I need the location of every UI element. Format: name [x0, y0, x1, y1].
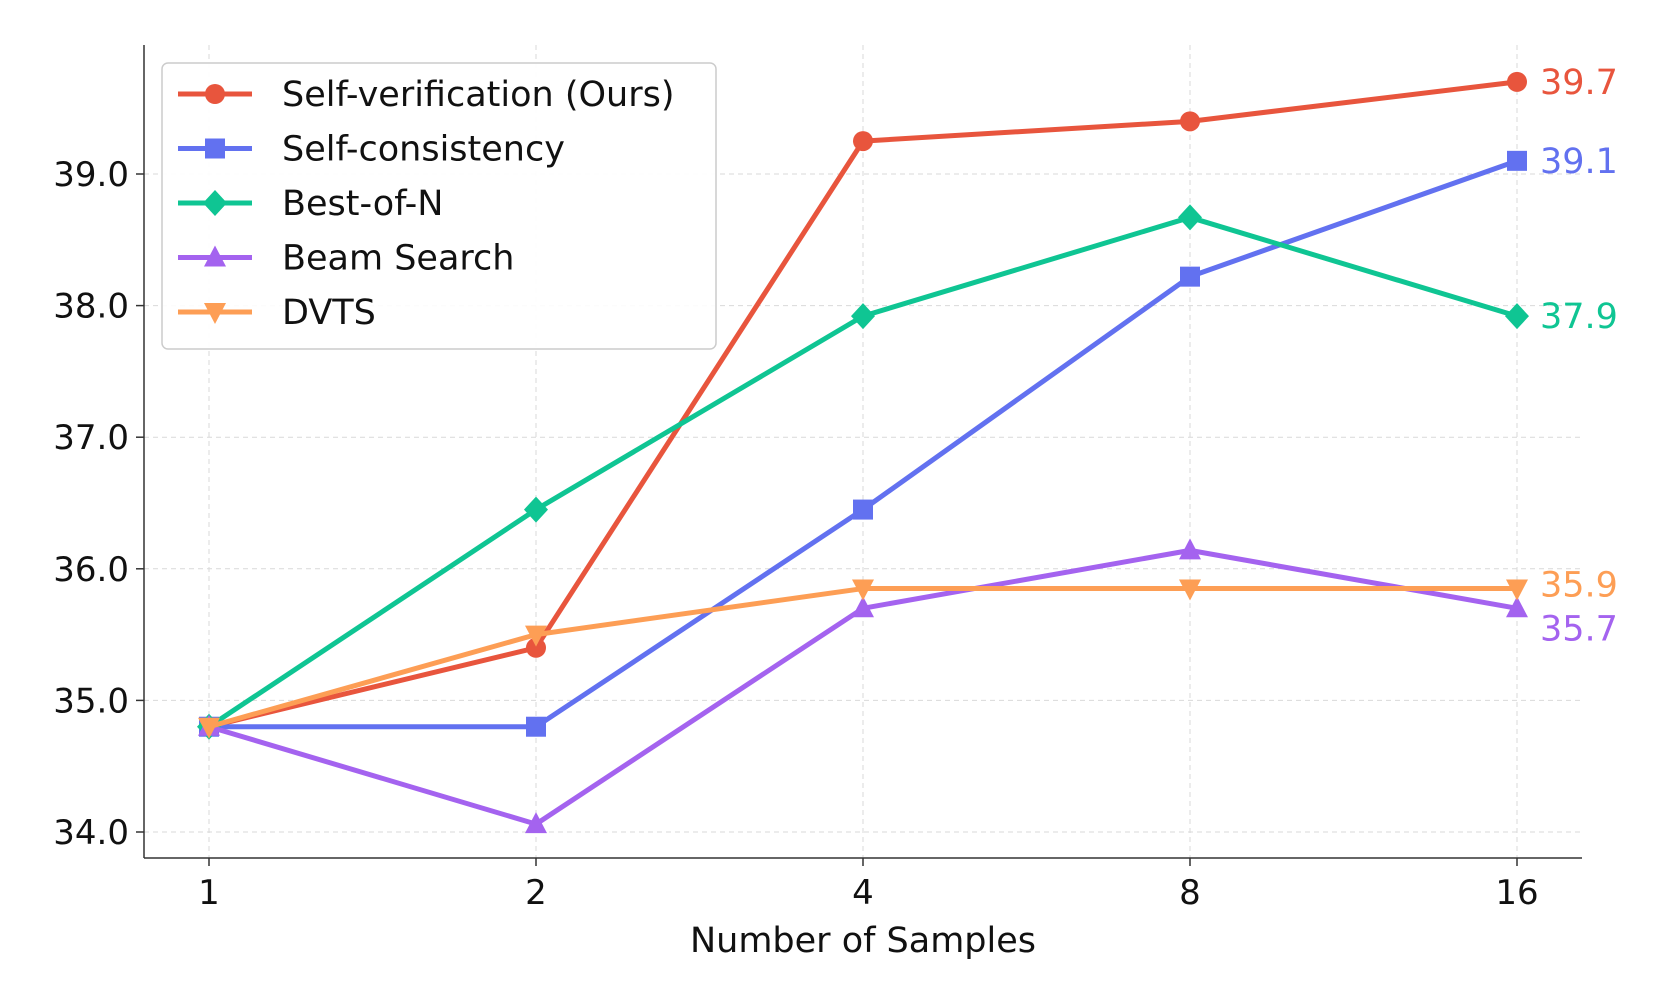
y-tick-label: 35.0: [53, 681, 129, 721]
legend: Self-verification (Ours) Self-consistency…: [161, 62, 717, 350]
data-point: [852, 579, 874, 601]
y-tick-label: 38.0: [53, 287, 129, 327]
legend-label: Best-of-N: [282, 184, 443, 224]
data-point: [526, 637, 546, 658]
y-tick-label: 39.0: [53, 155, 129, 195]
x-tick-label: 8: [1179, 873, 1201, 913]
data-point: [1507, 71, 1527, 92]
y-axis-ticks: 34.0 35.0 36.0 37.0 38.0 39.0: [53, 155, 144, 853]
series-group: [197, 71, 1529, 834]
data-point: [1180, 266, 1200, 287]
legend-marker: [204, 303, 226, 324]
x-axis-ticks: 1 2 4 8 16: [198, 858, 1539, 913]
x-tick-label: 1: [198, 873, 220, 913]
data-point: [1179, 538, 1201, 560]
legend-box: [161, 62, 717, 350]
data-point: [525, 625, 547, 647]
data-point: [853, 499, 873, 520]
x-tick-label: 16: [1495, 873, 1538, 913]
data-point: [1506, 596, 1528, 618]
legend-marker: [203, 190, 227, 216]
end-value-label: 39.1: [1540, 142, 1618, 182]
series-3: [198, 538, 1528, 834]
data-point: [853, 131, 873, 152]
y-tick-label: 34.0: [53, 813, 129, 853]
legend-label: Self-verification (Ours): [282, 75, 675, 115]
data-point: [1180, 111, 1200, 132]
end-value-label: 37.9: [1540, 297, 1618, 337]
end-labels: 39.7 39.1 37.9 35.735.9: [1540, 63, 1618, 649]
y-tick-label: 36.0: [53, 550, 129, 590]
legend-entry: DVTS: [178, 293, 376, 333]
end-value-label: 35.7: [1540, 609, 1618, 649]
data-point: [1179, 579, 1201, 601]
legend-marker: [205, 138, 225, 159]
legend-marker: [205, 84, 225, 104]
data-point: [198, 717, 220, 739]
legend-label: Self-consistency: [282, 130, 565, 170]
legend-entry: Self-verification (Ours): [178, 75, 675, 115]
legend-marker: [204, 245, 226, 267]
data-point: [1506, 579, 1528, 601]
data-point: [851, 303, 875, 330]
end-value-label: 39.7: [1540, 63, 1618, 103]
data-point: [852, 596, 874, 618]
x-tick-label: 2: [525, 873, 547, 913]
data-point: [524, 496, 548, 523]
data-point: [1507, 150, 1527, 171]
x-axis-title: Number of Samples: [690, 921, 1036, 961]
data-point: [1505, 303, 1529, 330]
end-value-label: 35.9: [1540, 566, 1618, 606]
series-4: [198, 579, 1528, 739]
legend-entry: Self-consistency: [178, 130, 565, 170]
x-tick-label: 4: [852, 873, 874, 913]
y-tick-label: 37.0: [53, 418, 129, 458]
legend-label: DVTS: [282, 293, 376, 333]
data-point: [1178, 204, 1202, 231]
legend-entry: Beam Search: [178, 239, 514, 279]
legend-label: Beam Search: [282, 239, 514, 279]
data-point: [525, 812, 547, 834]
data-point: [526, 716, 546, 737]
legend-entry: Best-of-N: [178, 184, 443, 224]
